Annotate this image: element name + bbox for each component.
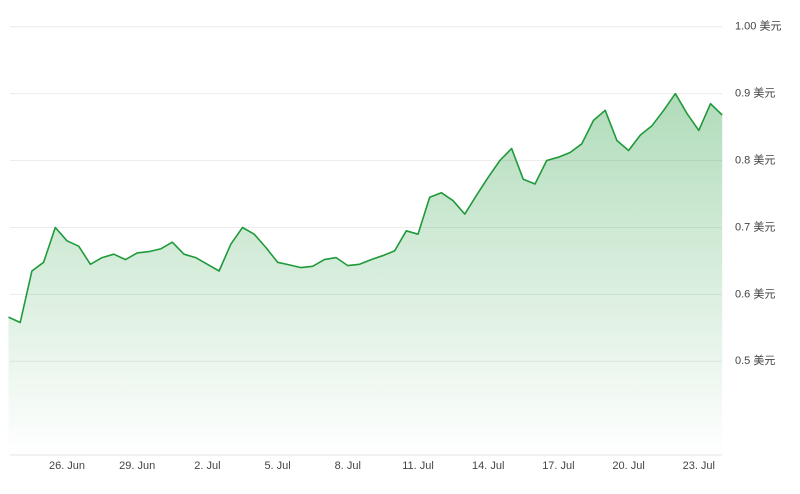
y-tick-label: 0.8 美元 — [735, 153, 775, 166]
x-tick-label: 29. Jun — [119, 460, 155, 472]
x-tick-label: 5. Jul — [264, 460, 290, 472]
y-tick-label: 0.5 美元 — [735, 354, 775, 367]
x-tick-label: 8. Jul — [335, 460, 361, 472]
area-fill — [8, 93, 723, 455]
x-tick-label: 11. Jul — [402, 460, 434, 472]
x-tick-label: 26. Jun — [49, 460, 85, 472]
y-tick-label: 1.00 美元 — [735, 20, 781, 33]
x-tick-label: 2. Jul — [194, 460, 220, 472]
x-tick-label: 17. Jul — [542, 460, 574, 472]
x-tick-label: 14. Jul — [472, 460, 504, 472]
x-tick-label: 20. Jul — [612, 460, 644, 472]
y-tick-label: 0.9 美元 — [735, 87, 775, 100]
price-line — [8, 92, 723, 324]
y-tick-label: 0.7 美元 — [735, 220, 775, 233]
x-tick-label: 23. Jul — [683, 460, 715, 472]
y-tick-label: 0.6 美元 — [735, 287, 775, 300]
